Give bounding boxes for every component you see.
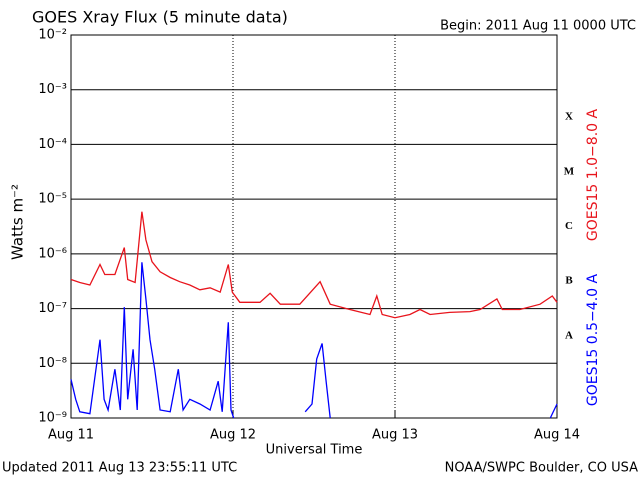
series-line <box>70 211 558 319</box>
y-tick-label: 10⁻² <box>38 28 67 43</box>
y-tick-label: 10⁻³ <box>38 82 67 97</box>
footer-right: NOAA/SWPC Boulder, CO USA <box>445 461 638 476</box>
y-axis-label: Watts m⁻² <box>9 184 27 260</box>
y-tick-label: 10⁻⁶ <box>38 246 67 261</box>
y-tick-label: 10⁻⁸ <box>38 356 67 371</box>
legend-label: GOES15 1.0−8.0 A <box>585 109 601 242</box>
flare-class: B <box>565 275 573 287</box>
flare-class: M <box>564 165 575 177</box>
y-tick-label: 10⁻⁵ <box>38 192 67 207</box>
chart-title: GOES Xray Flux (5 minute data) <box>32 8 288 27</box>
y-tick-label: 10⁻⁷ <box>38 301 67 316</box>
subtitle: Begin: 2011 Aug 11 0000 UTC <box>440 19 636 34</box>
x-tick-label: Aug 14 <box>534 428 580 443</box>
x-axis-label: Universal Time <box>266 443 363 458</box>
legend-label: GOES15 0.5−4.0 A <box>585 274 601 407</box>
series-line <box>70 262 558 419</box>
x-tick-label: Aug 12 <box>210 428 256 443</box>
x-tick-label: Aug 11 <box>48 428 94 443</box>
footer-left: Updated 2011 Aug 13 23:55:11 UTC <box>2 461 237 476</box>
flare-class: X <box>565 111 573 123</box>
flare-class: A <box>565 329 573 341</box>
y-tick-label: 10⁻⁴ <box>38 137 67 152</box>
flare-class: C <box>565 220 573 232</box>
x-tick-label: Aug 13 <box>372 428 418 443</box>
plot-frame <box>70 34 558 419</box>
y-tick-label: 10⁻⁹ <box>38 411 67 426</box>
